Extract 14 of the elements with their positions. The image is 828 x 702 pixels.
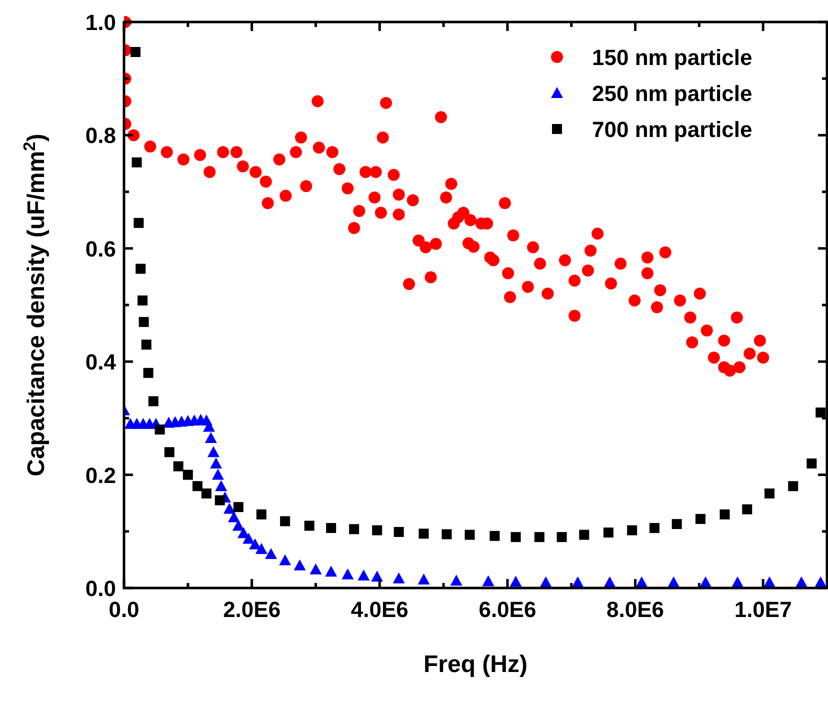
x-tick-label: 8.0E6 <box>606 597 664 622</box>
legend-label: 250 nm particle <box>592 81 752 106</box>
y-tick-label: 0.4 <box>85 350 117 375</box>
legend-label: 700 nm particle <box>592 117 752 142</box>
y-tick-label: 0.2 <box>85 462 116 488</box>
y-tick-label: 0.8 <box>85 123 116 148</box>
x-axis-title: Freq (Hz) <box>424 651 528 678</box>
x-tick-label: 2.0E6 <box>223 597 281 622</box>
x-tick-label: 1.0E7 <box>734 597 792 622</box>
y-tick-label: 1.0 <box>85 10 116 35</box>
x-tick-label: 4.0E6 <box>350 597 408 622</box>
y-tick-label: 0.6 <box>85 236 116 262</box>
x-tick-label: 6.0E6 <box>478 597 536 622</box>
legend-label: 150 nm particle <box>592 45 752 70</box>
